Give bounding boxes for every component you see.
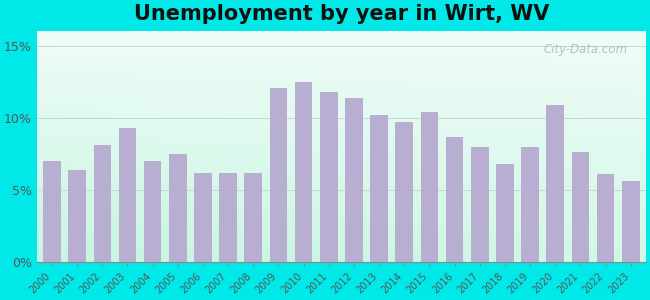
Bar <box>521 147 539 262</box>
Bar <box>219 173 237 262</box>
Bar <box>571 152 589 262</box>
Bar <box>370 115 388 262</box>
Bar <box>169 154 187 262</box>
Bar <box>94 145 111 262</box>
Bar <box>622 181 640 262</box>
Bar <box>68 170 86 262</box>
Bar <box>270 88 287 262</box>
Bar <box>194 173 212 262</box>
Bar <box>547 105 564 262</box>
Bar <box>446 136 463 262</box>
Bar <box>295 82 313 262</box>
Bar <box>597 174 614 262</box>
Bar <box>119 128 136 262</box>
Bar <box>144 161 161 262</box>
Bar <box>320 92 337 262</box>
Bar <box>244 173 262 262</box>
Bar <box>421 112 438 262</box>
Bar <box>395 122 413 262</box>
Bar <box>345 98 363 262</box>
Bar <box>471 147 489 262</box>
Text: City-Data.com: City-Data.com <box>543 43 627 56</box>
Title: Unemployment by year in Wirt, WV: Unemployment by year in Wirt, WV <box>134 4 549 24</box>
Bar <box>496 164 514 262</box>
Bar <box>43 161 61 262</box>
